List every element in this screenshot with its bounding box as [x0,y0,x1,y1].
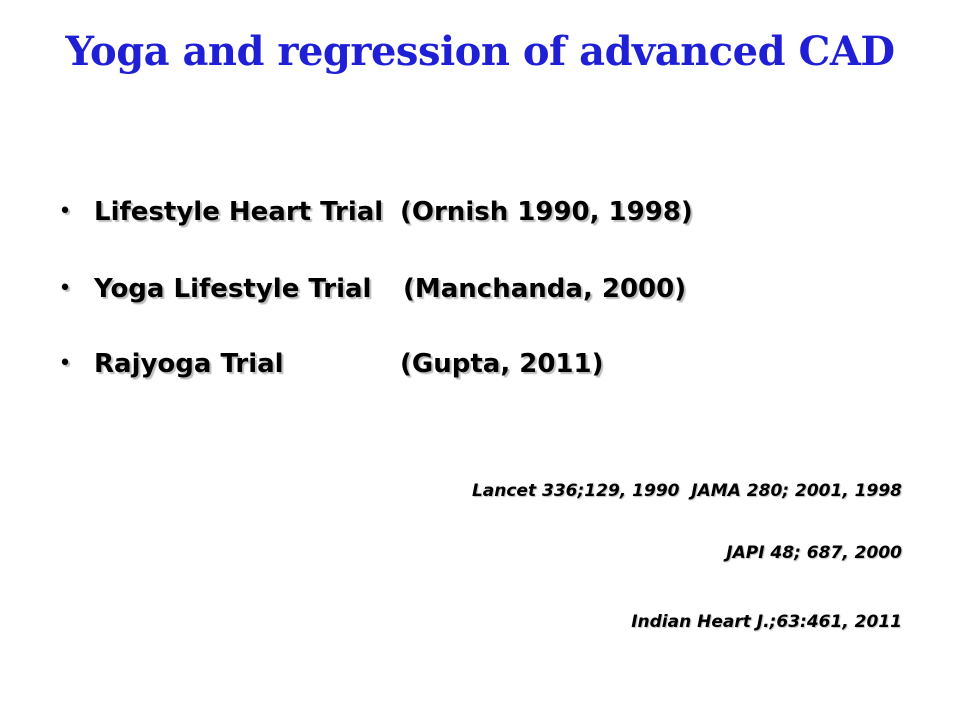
trial-citation: (Ornish 1990, 1998) [400,197,693,227]
trial-name: Lifestyle Heart Trial [94,197,384,227]
trial-name: Rajyoga Trial [94,349,284,379]
trial-name: Yoga Lifestyle Trial [94,274,372,304]
trial-citation: (Manchanda, 2000) [403,274,687,304]
bullet-icon: • [58,276,72,301]
bullet-icon: • [58,351,72,376]
bullet-icon: • [58,199,72,224]
reference-japi: JAPI 48; 687, 2000 [726,543,902,563]
slide-title: Yoga and regression of advanced CAD [65,28,895,75]
reference-indian-heart-journal: Indian Heart J.;63:461, 2011 [631,612,902,632]
trial-citation: (Gupta, 2011) [400,349,604,379]
reference-lancet-jama: Lancet 336;129, 1990 JAMA 280; 2001, 199… [471,481,902,501]
